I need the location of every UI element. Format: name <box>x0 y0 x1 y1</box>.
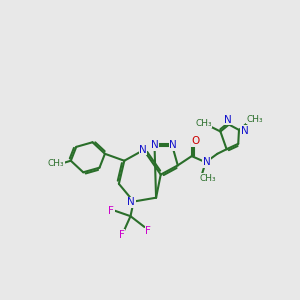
Text: N: N <box>224 115 232 125</box>
Text: N: N <box>128 197 135 207</box>
Text: CH₃: CH₃ <box>200 174 216 183</box>
Text: N: N <box>202 157 210 167</box>
Text: CH₃: CH₃ <box>246 115 263 124</box>
Text: F: F <box>119 230 125 240</box>
Text: N: N <box>241 126 248 136</box>
Text: O: O <box>191 136 200 146</box>
Text: N: N <box>169 140 177 150</box>
Text: CH₃: CH₃ <box>48 158 64 167</box>
Text: F: F <box>146 226 151 236</box>
Text: CH₃: CH₃ <box>195 118 212 127</box>
Text: F: F <box>108 206 114 216</box>
Text: N: N <box>151 140 158 150</box>
Text: N: N <box>139 145 147 155</box>
